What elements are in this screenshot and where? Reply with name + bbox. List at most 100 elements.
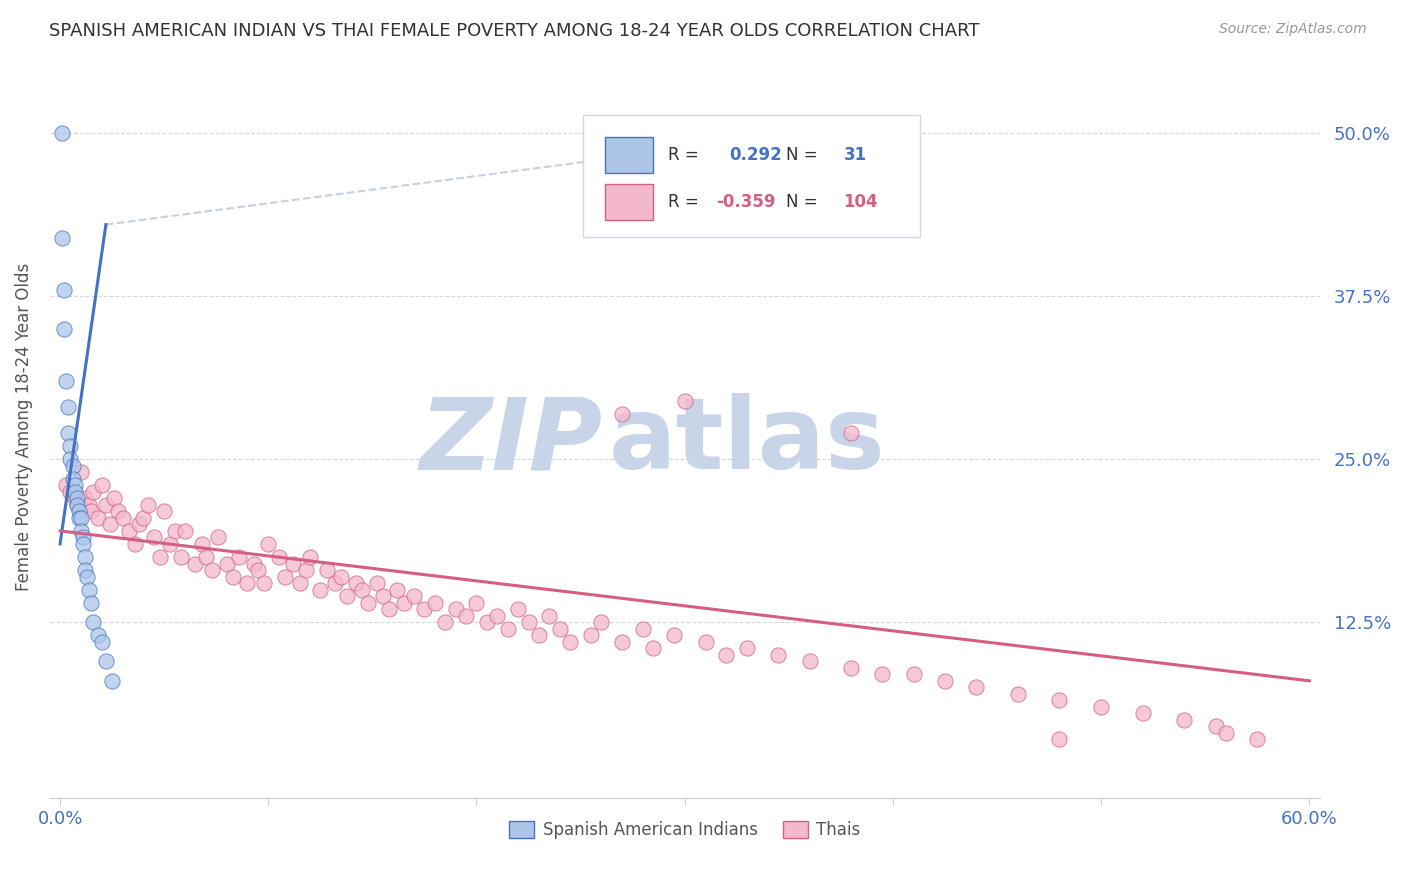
Point (579, 628, 602, 642)
Point (257, 537, 280, 551)
Point (1049, 732, 1071, 747)
Point (538, 608, 561, 623)
Text: atlas: atlas (609, 393, 886, 490)
Point (76, 569, 98, 583)
Point (136, 498, 159, 512)
Point (560, 634, 582, 648)
Point (55, 374, 77, 388)
Point (664, 628, 686, 642)
Point (839, 426, 862, 441)
Point (170, 549, 193, 564)
FancyBboxPatch shape (605, 185, 652, 220)
Point (73, 491, 96, 506)
Text: R =: R = (668, 145, 699, 164)
Point (184, 557, 207, 571)
Point (1132, 706, 1154, 721)
Point (1246, 732, 1268, 747)
Point (228, 549, 250, 564)
Point (454, 608, 477, 623)
Point (242, 557, 264, 571)
Text: SPANISH AMERICAN INDIAN VS THAI FEMALE POVERTY AMONG 18-24 YEAR OLDS CORRELATION: SPANISH AMERICAN INDIAN VS THAI FEMALE P… (49, 22, 980, 40)
Point (527, 628, 550, 642)
Point (643, 641, 665, 656)
Point (63, 478, 86, 492)
Point (402, 589, 425, 603)
Point (1173, 713, 1195, 727)
Point (94, 498, 117, 512)
Point (82, 484, 104, 499)
Point (336, 589, 359, 603)
Point (66, 498, 89, 512)
Point (1007, 687, 1029, 701)
Point (66, 498, 89, 512)
Point (1090, 699, 1112, 714)
Point (51, 126, 73, 140)
Point (70, 511, 93, 525)
Point (86, 628, 108, 642)
Point (315, 563, 337, 577)
Point (612, 407, 634, 421)
Point (111, 511, 134, 525)
Point (55, 478, 77, 492)
Point (309, 582, 332, 597)
Point (62, 472, 84, 486)
Text: 31: 31 (844, 145, 866, 164)
Point (190, 537, 212, 551)
Point (163, 524, 186, 538)
Point (612, 634, 634, 648)
Point (508, 602, 530, 616)
Point (59, 439, 82, 453)
Point (86, 511, 108, 525)
FancyBboxPatch shape (605, 136, 652, 172)
Point (591, 615, 613, 629)
Point (80, 504, 103, 518)
Point (90, 478, 112, 492)
Point (58, 426, 80, 441)
Point (72, 537, 94, 551)
FancyBboxPatch shape (583, 114, 920, 237)
Point (387, 582, 409, 597)
Point (283, 557, 305, 571)
Text: N =: N = (786, 145, 818, 164)
Point (357, 596, 380, 610)
Point (903, 667, 925, 681)
Point (62, 458, 84, 473)
Point (716, 648, 738, 662)
Point (201, 563, 224, 577)
Text: -0.359: -0.359 (717, 194, 776, 211)
Point (366, 576, 388, 591)
Point (159, 537, 181, 551)
Point (434, 615, 457, 629)
Point (66, 491, 89, 506)
Point (63, 491, 86, 506)
Point (496, 622, 519, 636)
Point (53, 322, 76, 336)
Point (107, 504, 129, 518)
Point (475, 615, 498, 629)
Point (72, 531, 94, 545)
Point (371, 589, 394, 603)
Point (118, 524, 141, 538)
Point (194, 549, 217, 564)
Point (222, 569, 245, 583)
Point (103, 491, 125, 506)
Point (294, 563, 316, 577)
Point (288, 576, 311, 591)
Point (67, 504, 90, 518)
Point (423, 596, 446, 610)
Point (59, 452, 82, 467)
Y-axis label: Female Poverty Among 18-24 Year Olds: Female Poverty Among 18-24 Year Olds (15, 262, 32, 591)
Point (82, 615, 104, 629)
Point (215, 557, 238, 571)
Point (323, 576, 346, 591)
Point (735, 641, 758, 656)
Point (517, 615, 540, 629)
Point (94, 654, 117, 668)
Point (174, 524, 197, 538)
Text: N =: N = (786, 194, 818, 211)
Point (695, 634, 717, 648)
Point (631, 622, 654, 636)
Point (799, 654, 821, 668)
Text: 0.292: 0.292 (730, 145, 782, 164)
Text: 104: 104 (844, 194, 879, 211)
